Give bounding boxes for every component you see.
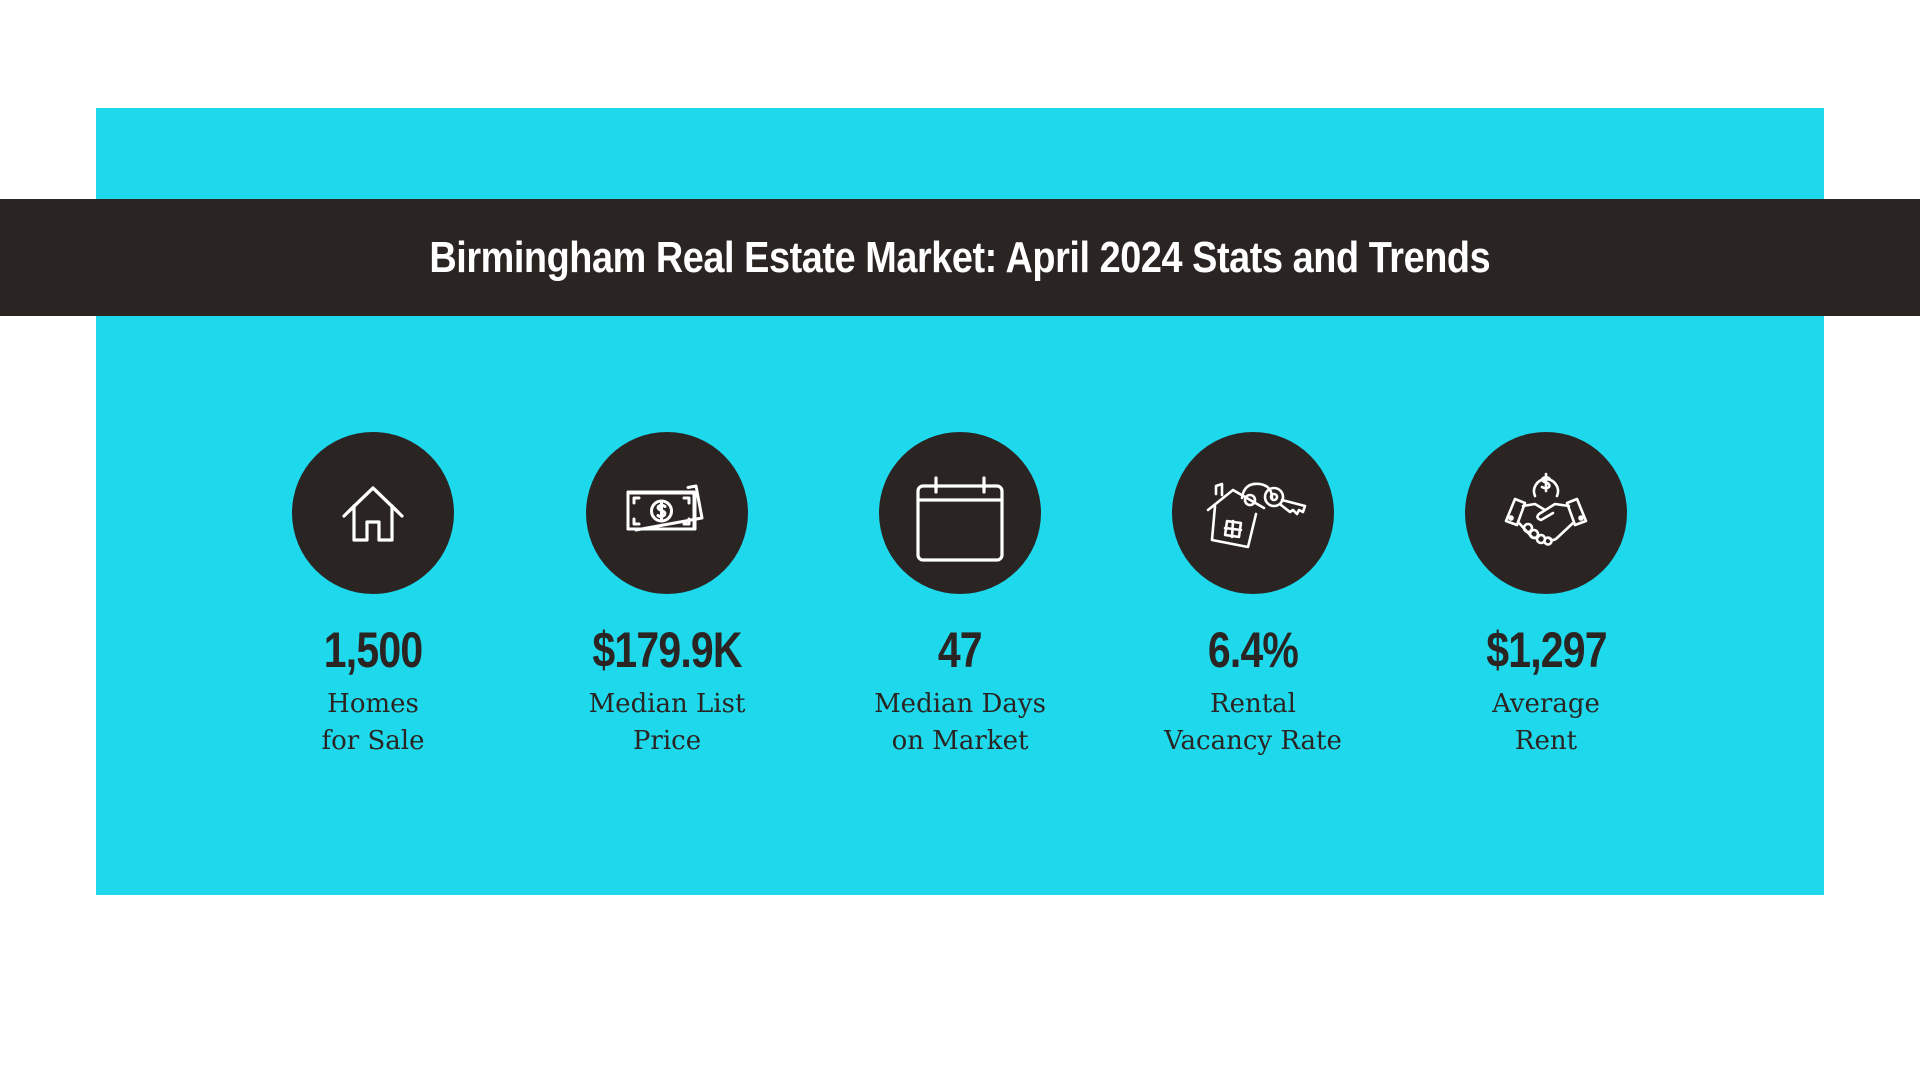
- stat-label: Rental Vacancy Rate: [1123, 686, 1383, 760]
- stat-label-line: Vacancy Rate: [1164, 726, 1342, 756]
- calendar-icon: [879, 432, 1041, 594]
- page-title: Birmingham Real Estate Market: April 202…: [429, 232, 1491, 282]
- title-band: Birmingham Real Estate Market: April 202…: [0, 199, 1920, 316]
- stat-label: Homes for Sale: [243, 686, 503, 760]
- house-key-icon: [1172, 432, 1334, 594]
- stat-label-line: Price: [632, 726, 702, 756]
- stat-value: 47: [938, 622, 983, 678]
- stat-label-line: Homes: [327, 689, 419, 719]
- stat-label: Median List Price: [537, 686, 797, 760]
- stat-median-days-on-market: 47 Median Days on Market: [830, 432, 1090, 772]
- stat-label: Median Days on Market: [830, 686, 1090, 760]
- stat-value: 6.4%: [1207, 622, 1299, 678]
- stat-label-line: on Market: [891, 726, 1029, 756]
- cash-icon: [586, 432, 748, 594]
- house-icon: [292, 432, 454, 594]
- stat-label-line: Rent: [1514, 726, 1578, 756]
- stat-label-line: for Sale: [321, 726, 425, 756]
- stat-median-list-price: $179.9K Median List Price: [537, 432, 797, 772]
- stat-label-line: Median List: [588, 689, 746, 719]
- stat-value: 1,500: [323, 622, 423, 678]
- stat-average-rent: $1,297 Average Rent: [1416, 432, 1676, 772]
- stat-value: $179.9K: [592, 622, 742, 678]
- stat-homes-for-sale: 1,500 Homes for Sale: [243, 432, 503, 772]
- stat-label: Average Rent: [1416, 686, 1676, 760]
- handshake-dollar-icon: [1465, 432, 1627, 594]
- stat-label-line: Average: [1492, 689, 1600, 719]
- stat-rental-vacancy-rate: 6.4% Rental Vacancy Rate: [1123, 432, 1383, 772]
- stat-label-line: Median Days: [874, 689, 1046, 719]
- stat-label-line: Rental: [1210, 689, 1296, 719]
- stat-value: $1,297: [1485, 622, 1607, 678]
